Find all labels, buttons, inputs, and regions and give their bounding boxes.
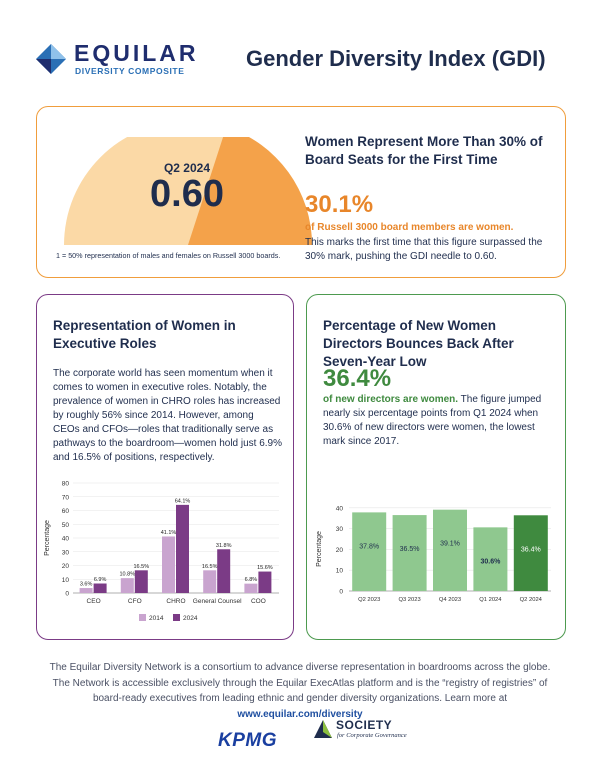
gdi-heading: Women Represent More Than 30% of Board S… xyxy=(305,134,543,167)
exec-bar-2024-1 xyxy=(134,570,148,593)
equilar-diamond-icon xyxy=(36,44,66,74)
new-bar-label: 36.5% xyxy=(400,546,420,553)
exec-legend-swatch xyxy=(173,614,180,621)
gdi-emph: of Russell 3000 board members are women. xyxy=(305,222,514,233)
exec-chart-category: CEO xyxy=(87,598,101,605)
exec-bar-2014-2 xyxy=(162,536,175,593)
exec-chart-ytick: 50 xyxy=(62,522,70,529)
logo-wordmark: EQUILAR xyxy=(74,40,199,66)
new-bar-label: 36.4% xyxy=(521,546,541,553)
exec-roles-panel: Representation of Women in Executive Rol… xyxy=(36,294,294,640)
new-bar-1 xyxy=(392,515,427,591)
new-directors-text: of new directors are women. The figure j… xyxy=(323,393,559,449)
new-bar-label: 37.8% xyxy=(359,543,379,550)
society-logo-word: SOCIETY xyxy=(336,718,393,732)
exec-bar-2014-1 xyxy=(120,578,134,593)
gdi-pct: 30.1% xyxy=(305,191,374,218)
new-directors-body: The figure jumped nearly six percentage … xyxy=(323,394,542,447)
exec-legend-swatch xyxy=(139,614,146,621)
society-logo-sub: for Corporate Governance xyxy=(337,732,407,739)
gdi-body: This marks the first time that this figu… xyxy=(305,237,543,262)
gdi-note: 1 = 50% representation of males and fema… xyxy=(56,251,281,260)
exec-heading: Representation of Women in Executive Rol… xyxy=(53,318,236,351)
exec-chart-ytick: 70 xyxy=(62,494,70,501)
new-bar-4 xyxy=(513,515,548,591)
exec-bar-label: 64.1% xyxy=(175,498,191,504)
gdi-gauge xyxy=(64,137,312,245)
new-chart-category: Q2 2024 xyxy=(520,597,543,603)
exec-bar-label: 10.8% xyxy=(119,572,135,578)
new-directors-chart: Percentage 0 10 20 30 40 37.8% Q2 2023 36.5% Q3 2… xyxy=(316,505,551,603)
new-directors-panel: Percentage of New Women Directors Bounce… xyxy=(306,294,566,640)
exec-chart-ytick: 30 xyxy=(62,549,70,556)
new-chart-ytick: 0 xyxy=(339,589,343,596)
exec-chart-category: COO xyxy=(251,598,266,605)
exec-bar-2024-2 xyxy=(176,504,189,593)
new-bar-label: 39.1% xyxy=(440,541,460,548)
gdi-value: 0.60 xyxy=(150,173,224,215)
exec-bar-label: 6.9% xyxy=(94,577,107,583)
kpmg-logo: KPMG xyxy=(218,730,277,751)
footer-text: The Equilar Diversity Network is a conso… xyxy=(40,660,560,722)
exec-body: The corporate world has seen momentum wh… xyxy=(53,368,283,463)
exec-bar-label: 15.6% xyxy=(257,565,273,571)
exec-chart-category: CFO xyxy=(128,598,142,605)
new-chart-ytick: 30 xyxy=(336,526,344,533)
new-chart-ylabel: Percentage xyxy=(316,531,323,567)
new-directors-heading: Percentage of New Women Directors Bounce… xyxy=(323,318,514,369)
exec-bar-2014-0 xyxy=(79,588,93,593)
new-chart-category: Q1 2024 xyxy=(479,597,502,603)
exec-chart-category: CHRO xyxy=(166,598,185,605)
exec-bar-label: 16.5% xyxy=(133,564,149,570)
exec-roles-chart: Percentage 0 10 20 30 40 50 60 70 80 3.6%6.9% CEO 10… xyxy=(44,481,279,622)
exec-chart-category: General Counsel xyxy=(193,598,242,605)
exec-chart-ytick: 10 xyxy=(62,577,70,584)
exec-bar-label: 3.6% xyxy=(80,582,93,588)
exec-chart-ytick: 20 xyxy=(62,563,70,570)
logo-subtitle: DIVERSITY COMPOSITE xyxy=(75,66,185,76)
footer-link[interactable]: www.equilar.com/diversity xyxy=(237,708,363,720)
new-bar-label: 30.6% xyxy=(480,558,501,565)
exec-chart-ytick: 80 xyxy=(62,481,70,488)
exec-chart-ytick: 40 xyxy=(62,536,70,543)
exec-bar-2024-3 xyxy=(217,549,231,593)
new-bar-3 xyxy=(473,527,508,591)
gdi-panel: Q2 2024 0.60 1 = 50% representation of m… xyxy=(36,106,566,278)
new-chart-ytick: 40 xyxy=(336,505,344,512)
equilar-logo: EQUILAR DIVERSITY COMPOSITE xyxy=(34,40,204,80)
new-directors-pct: 36.4% xyxy=(323,365,392,392)
exec-bar-2024-0 xyxy=(93,583,107,593)
exec-bar-label: 6.8% xyxy=(245,577,258,583)
exec-legend-label: 2024 xyxy=(183,615,198,622)
exec-bar-label: 31.8% xyxy=(216,543,232,549)
page-title: Gender Diversity Index (GDI) xyxy=(246,46,546,71)
exec-chart-ytick: 60 xyxy=(62,508,70,515)
new-directors-emph: of new directors are women. xyxy=(323,394,459,405)
exec-bar-label: 41.1% xyxy=(161,530,177,536)
exec-bar-label: 16.5% xyxy=(202,564,218,570)
gdi-quarter: Q2 2024 xyxy=(163,161,211,175)
new-bar-2 xyxy=(433,509,467,591)
exec-chart-ylabel: Percentage xyxy=(44,520,51,556)
new-chart-category: Q2 2023 xyxy=(358,597,380,603)
exec-bar-2024-4 xyxy=(258,571,272,593)
new-chart-category: Q4 2023 xyxy=(439,597,461,603)
new-chart-ytick: 20 xyxy=(336,547,344,554)
new-bar-0 xyxy=(352,512,387,591)
exec-legend-label: 2014 xyxy=(149,615,164,622)
exec-bar-2014-4 xyxy=(244,583,258,593)
new-chart-ytick: 10 xyxy=(336,568,344,575)
society-triangle-icon xyxy=(314,720,332,738)
exec-chart-ytick: 0 xyxy=(65,591,69,598)
gauge-fill xyxy=(188,137,312,245)
footer-body: The Equilar Diversity Network is a conso… xyxy=(49,662,551,704)
new-chart-category: Q3 2023 xyxy=(398,597,420,603)
exec-bar-2014-3 xyxy=(203,570,217,593)
